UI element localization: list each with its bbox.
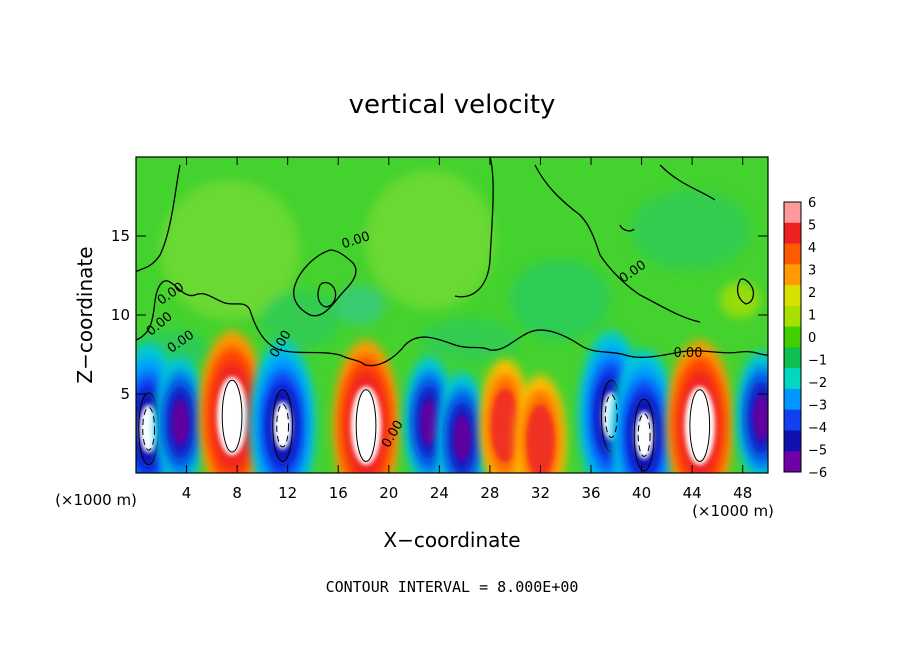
cell-ring [217,377,247,455]
x-tick-label-4: 4 [182,484,192,502]
colorbar-label-6: 0 [808,331,816,346]
colorbar-label-0: 6 [808,196,816,211]
colorbar-label-9: −3 [808,399,827,414]
y-axis-label: Z−coordinate [73,246,97,383]
colorbar-label-12: −6 [808,466,827,481]
colorbar-swatch-0 [784,202,801,223]
colorbar-swatch-3 [784,264,801,285]
colorbar-label-1: 5 [808,219,816,234]
colorbar-label-7: −1 [808,354,827,369]
colorbar-swatch-7 [784,347,801,368]
x-unit-label-left: (×1000 m) [55,491,137,509]
x-tick-label-40: 40 [632,484,651,502]
cell-ring [421,400,438,445]
colorbar-swatch-2 [784,244,801,265]
x-tick-label-8: 8 [232,484,242,502]
cell-ring [273,402,291,450]
x-tick-label-28: 28 [480,484,499,502]
colorbar-swatch-5 [784,306,801,327]
heatmap-field [116,157,787,520]
y-tick-label-5: 5 [120,385,130,403]
x-unit-label-right: (×1000 m) [692,502,774,520]
cell-downdraft-1 [155,356,206,489]
colorbar-swatch-4 [784,285,801,306]
colorbar-label-2: 4 [808,241,816,256]
y-tick-label-15: 15 [111,227,130,245]
x-tick-label-44: 44 [683,484,702,502]
chart-title: vertical velocity [349,90,556,120]
x-tick-label-12: 12 [278,484,297,502]
x-tick-label-48: 48 [733,484,752,502]
cell-ring [454,416,471,461]
x-tick-label-24: 24 [430,484,449,502]
colorbar-label-3: 3 [808,264,816,279]
cell-downdraft-12 [736,351,787,484]
x-tick-label-32: 32 [531,484,550,502]
colorbar-label-8: −2 [808,376,827,391]
contour-label-5: 0.00 [674,346,703,361]
y-tick-label-10: 10 [111,306,130,324]
x-tick-label-16: 16 [329,484,348,502]
colorbar-label-10: −4 [808,421,827,436]
cell-ring [685,386,715,464]
cell-ring [491,388,519,462]
colorbar-label-4: 2 [808,286,816,301]
colorbar-swatch-11 [784,430,801,451]
cell-ring [172,400,189,445]
colorbar-label-11: −5 [808,444,827,459]
cell-ring [635,411,653,459]
colorbar-swatch-10 [784,410,801,431]
colorbar-label-5: 1 [808,309,816,324]
colorbar-swatch-12 [784,451,801,472]
colorbar-swatch-1 [784,223,801,244]
contour-interval-text: CONTOUR INTERVAL = 8.000E+00 [326,578,579,596]
x-axis-label: X−coordinate [383,528,520,552]
colorbar-swatch-8 [784,368,801,389]
cell-ring [351,386,381,464]
x-tick-label-36: 36 [581,484,600,502]
colorbar-swatch-6 [784,327,801,348]
colorbar: 6 5 4 3 2 1 0 −1 −2 −3 −4 −5 −6 [784,196,827,481]
colorbar-swatch-9 [784,389,801,410]
x-tick-label-20: 20 [379,484,398,502]
